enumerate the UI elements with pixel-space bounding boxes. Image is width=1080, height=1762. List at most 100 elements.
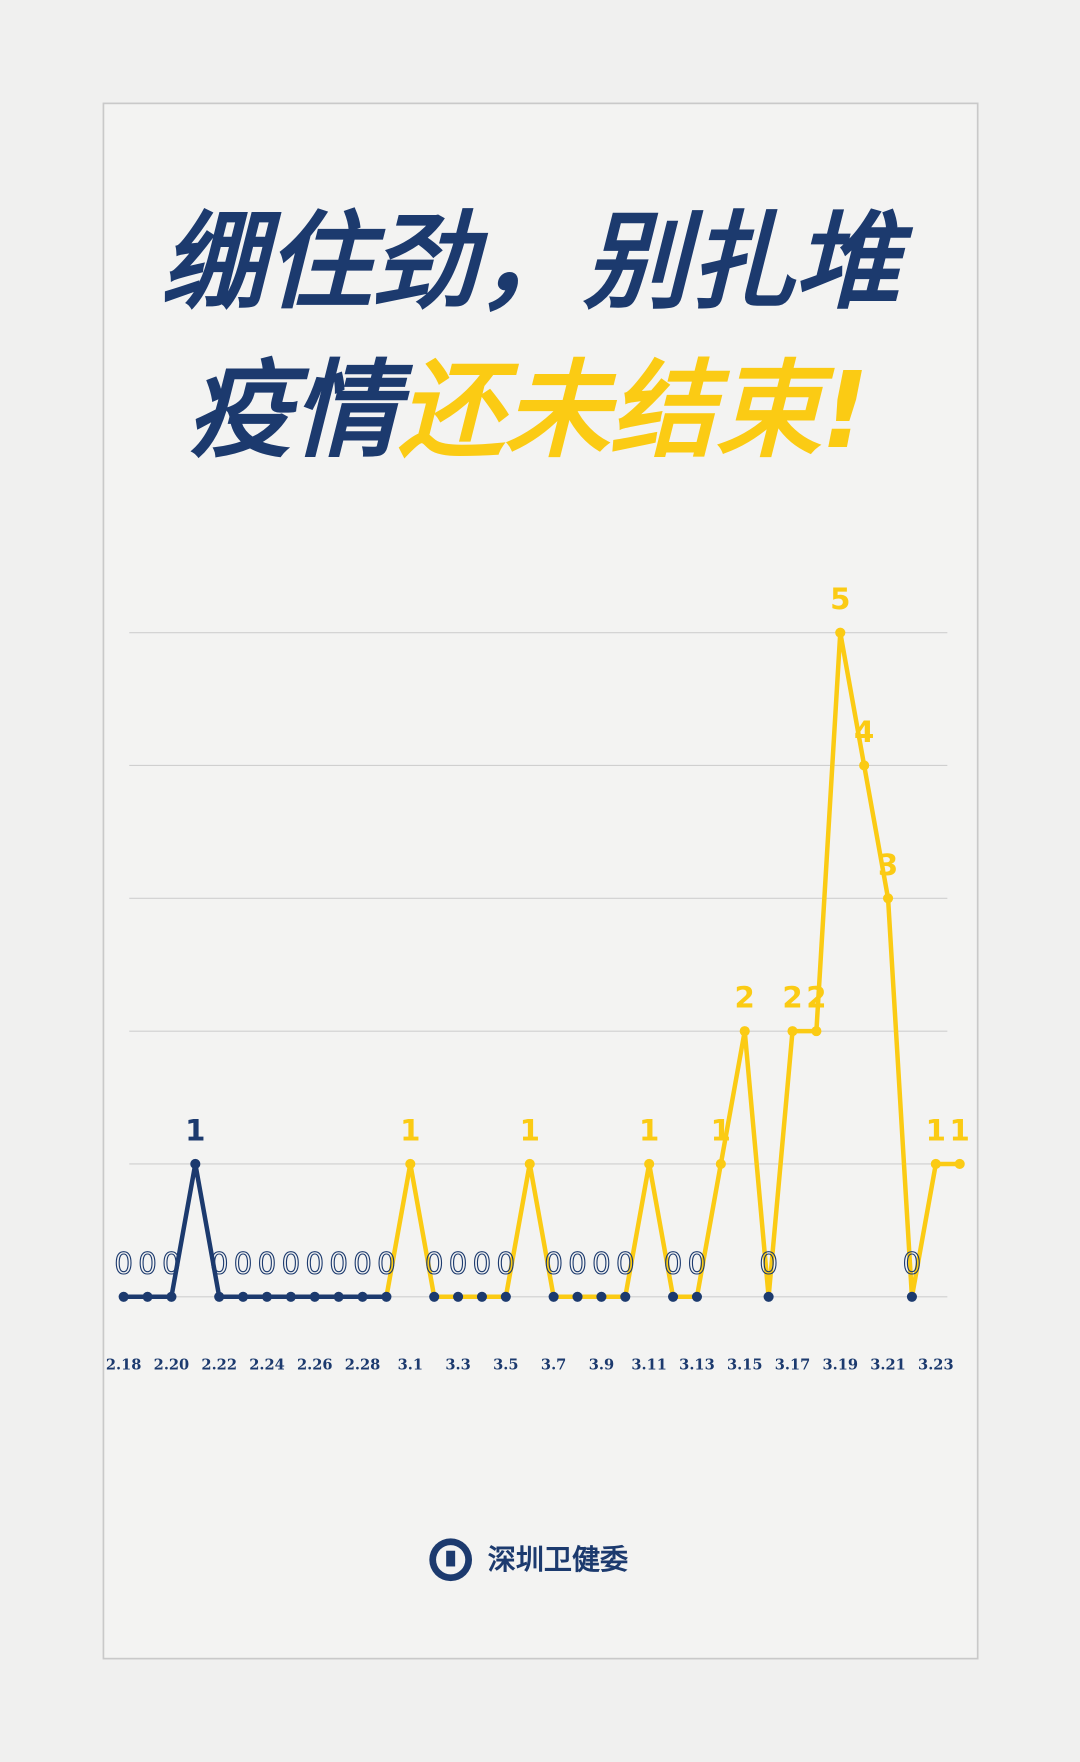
point bbox=[500, 1291, 511, 1302]
x-tick-label: 3.23 bbox=[918, 1356, 954, 1373]
point bbox=[524, 1158, 535, 1170]
x-tick-label: 2.18 bbox=[106, 1356, 142, 1373]
frame bbox=[102, 102, 979, 1660]
value-label: 0 bbox=[903, 1246, 922, 1280]
point bbox=[835, 627, 846, 638]
x-tick-label: 3.1 bbox=[398, 1356, 423, 1373]
point bbox=[787, 1026, 798, 1037]
point bbox=[309, 1291, 320, 1302]
logo bbox=[429, 1538, 473, 1582]
point bbox=[118, 1291, 129, 1302]
x-tick-label: 3.3 bbox=[445, 1356, 470, 1373]
value-label: 0 bbox=[138, 1246, 157, 1280]
point bbox=[644, 1158, 655, 1170]
point bbox=[572, 1291, 583, 1302]
point bbox=[476, 1291, 488, 1302]
point bbox=[620, 1291, 631, 1302]
value-label: 0 bbox=[162, 1246, 181, 1280]
point bbox=[548, 1291, 559, 1302]
point bbox=[691, 1291, 703, 1302]
title-dark: 疫情 bbox=[187, 349, 414, 472]
point bbox=[715, 1158, 726, 1170]
value-label: 1 bbox=[926, 1113, 946, 1147]
x-tick-label: 3.17 bbox=[775, 1356, 811, 1373]
value-label: 0 bbox=[568, 1246, 587, 1280]
point bbox=[261, 1291, 273, 1302]
value-label: 0 bbox=[664, 1246, 683, 1280]
point bbox=[954, 1158, 965, 1170]
title-yellow: 还未结束! bbox=[398, 349, 869, 472]
point bbox=[930, 1158, 941, 1170]
value-label: 0 bbox=[688, 1246, 707, 1280]
point bbox=[882, 893, 894, 904]
source: 深圳卫健委 bbox=[488, 1543, 629, 1576]
value-label: 0 bbox=[282, 1246, 301, 1280]
x-tick-label: 2.22 bbox=[201, 1356, 237, 1373]
chart: 2.18 2.20 2.22 2.24 2.26 2.28 3.1 3.3 3.5 3.7 3.9 3… bbox=[106, 582, 970, 1373]
x-tick-label: 2.28 bbox=[345, 1356, 381, 1373]
value-label: 0 bbox=[210, 1246, 229, 1280]
point bbox=[142, 1291, 153, 1302]
point bbox=[453, 1291, 464, 1302]
value-label: 1 bbox=[185, 1113, 205, 1147]
value-label: 0 bbox=[473, 1246, 492, 1280]
point bbox=[596, 1291, 607, 1302]
value-label: 0 bbox=[425, 1246, 444, 1280]
value-label: 0 bbox=[592, 1246, 611, 1280]
point bbox=[859, 760, 870, 771]
value-label: 1 bbox=[711, 1113, 731, 1147]
x-tick-label: 2.24 bbox=[249, 1356, 285, 1373]
x-tick-label: 3.7 bbox=[541, 1356, 566, 1373]
value-label: 0 bbox=[544, 1246, 563, 1280]
value-label: 0 bbox=[759, 1246, 778, 1280]
point bbox=[357, 1291, 368, 1302]
point bbox=[906, 1291, 917, 1302]
value-label: 5 bbox=[830, 582, 850, 616]
point bbox=[811, 1026, 822, 1037]
value-label: 0 bbox=[234, 1246, 253, 1280]
x-tick-label: 3.9 bbox=[589, 1356, 614, 1373]
x-tick-label: 3.19 bbox=[823, 1356, 859, 1373]
value-label: 0 bbox=[329, 1246, 348, 1280]
value-label: 1 bbox=[400, 1113, 420, 1147]
value-label: 3 bbox=[878, 848, 898, 882]
value-label: 2 bbox=[735, 981, 755, 1015]
value-label: 0 bbox=[258, 1246, 277, 1280]
x-tick-label: 3.15 bbox=[727, 1356, 763, 1373]
connector bbox=[384, 1163, 413, 1298]
point bbox=[214, 1291, 225, 1302]
x-tick-label: 2.26 bbox=[297, 1356, 333, 1373]
point bbox=[429, 1291, 440, 1302]
value-label: 2 bbox=[806, 981, 826, 1015]
value-label: 0 bbox=[616, 1246, 635, 1280]
value-label: 0 bbox=[305, 1246, 324, 1280]
value-label: 1 bbox=[950, 1113, 970, 1147]
value-label: 0 bbox=[114, 1246, 133, 1280]
point bbox=[190, 1158, 201, 1170]
point bbox=[763, 1291, 774, 1302]
logo-figure bbox=[446, 1550, 456, 1567]
point bbox=[381, 1291, 392, 1302]
x-tick-label: 3.11 bbox=[631, 1356, 667, 1373]
point bbox=[285, 1291, 296, 1302]
point bbox=[668, 1291, 679, 1302]
title-line2: 疫情还未结束! bbox=[187, 349, 869, 472]
value-label: 0 bbox=[353, 1246, 372, 1280]
point bbox=[739, 1026, 750, 1037]
x-tick-label: 3.21 bbox=[870, 1356, 906, 1373]
point bbox=[333, 1291, 344, 1302]
point bbox=[405, 1158, 416, 1170]
value-label: 4 bbox=[854, 715, 874, 749]
value-label: 2 bbox=[782, 981, 802, 1015]
value-label: 0 bbox=[497, 1246, 516, 1280]
x-tick-label: 3.5 bbox=[493, 1356, 518, 1373]
value-label: 1 bbox=[639, 1113, 659, 1147]
value-label: 0 bbox=[377, 1246, 396, 1280]
point bbox=[238, 1291, 249, 1302]
value-label: 1 bbox=[520, 1113, 540, 1147]
title-line1: 绷住劲，别扎堆 bbox=[161, 200, 914, 323]
value-label: 0 bbox=[449, 1246, 468, 1280]
x-tick-label: 2.20 bbox=[154, 1356, 190, 1373]
